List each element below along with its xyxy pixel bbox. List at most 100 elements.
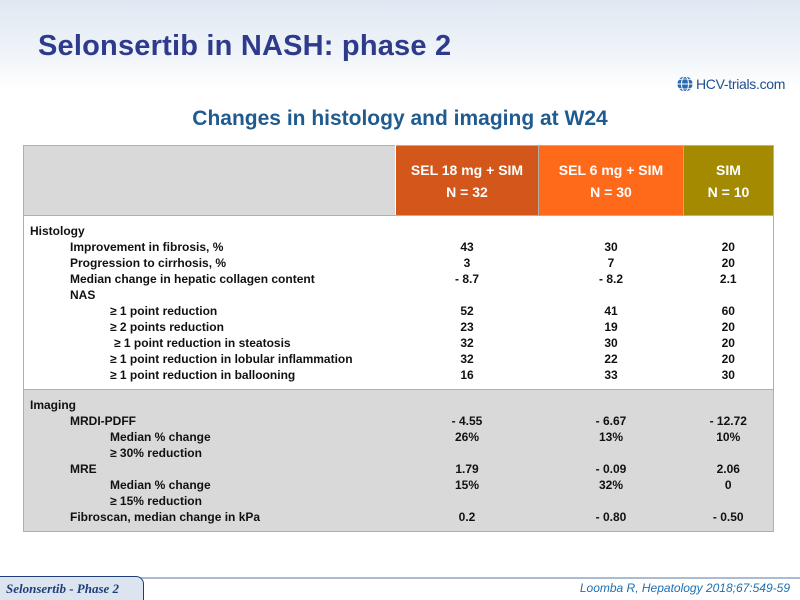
row-label: ≥ 2 points reduction: [110, 320, 224, 334]
cell-value: - 12.72: [709, 414, 747, 428]
cell-value: 43: [460, 240, 474, 254]
globe-icon: [677, 76, 693, 92]
row-label: Median % change: [110, 430, 211, 444]
cell-value: 30: [721, 368, 735, 382]
row-label: MRDI-PDFF: [70, 414, 136, 428]
cell-value: 60: [721, 304, 735, 318]
cell-value: [684, 445, 774, 461]
column-header-sel6: SEL 6 mg + SIM N = 30: [538, 145, 684, 216]
results-table: SEL 18 mg + SIM N = 32 SEL 6 mg + SIM N …: [23, 145, 774, 532]
cell-value: 3: [463, 256, 471, 270]
histology-labels: Histology Improvement in fibrosis, % Pro…: [23, 215, 396, 390]
column-header-sel6-line1: SEL 6 mg + SIM: [558, 161, 664, 178]
cell-value: [539, 287, 684, 303]
cell-value: - 8.2: [598, 272, 623, 286]
cell-value: - 6.67: [595, 414, 627, 428]
histology-section: Histology Improvement in fibrosis, % Pro…: [23, 215, 774, 390]
row-label: ≥ 1 point reduction in lobular inflammat…: [110, 352, 353, 366]
cell-value: 16: [460, 368, 474, 382]
slide-subtitle: Changes in histology and imaging at W24: [192, 107, 608, 130]
row-label: ≥ 15% reduction: [110, 494, 202, 508]
cell-value: 2.06: [716, 462, 740, 476]
logo-text: HCV-trials.com: [696, 76, 786, 92]
cell-value: 0: [724, 478, 732, 492]
column-header-sel18: SEL 18 mg + SIM N = 32: [395, 145, 539, 216]
cell-value: 41: [604, 304, 618, 318]
cell-value: 7: [607, 256, 615, 270]
reference-citation: Loomba R, Hepatology 2018;67:549-59: [579, 581, 790, 595]
cell-value: 32: [460, 336, 474, 350]
footer-tag: Selonsertib - Phase 2: [0, 576, 144, 600]
cell-value: 23: [460, 320, 474, 334]
row-label: Fibroscan, median change in kPa: [70, 510, 261, 524]
cell-value: 20: [721, 352, 735, 366]
cell-value: 10%: [716, 430, 741, 444]
cell-value: 26%: [454, 430, 480, 444]
row-label: Progression to cirrhosis, %: [70, 256, 227, 270]
cell-value: 52: [460, 304, 474, 318]
cell-value: [396, 223, 539, 239]
cell-value: 22: [604, 352, 618, 366]
cell-value: [539, 445, 684, 461]
slide-title: Selonsertib in NASH: phase 2: [38, 30, 452, 62]
cell-value: 19: [604, 320, 618, 334]
cell-value: 13%: [598, 430, 624, 444]
header-blank-cell: [23, 145, 396, 216]
row-label: ≥ 30% reduction: [110, 446, 202, 460]
row-label: ≥ 1 point reduction in steatosis: [114, 336, 291, 350]
cell-value: [396, 397, 539, 413]
cell-value: [539, 223, 684, 239]
row-label: Median % change: [110, 478, 211, 492]
cell-value: 15%: [454, 478, 480, 492]
cell-value: - 0.80: [595, 510, 627, 524]
cell-value: 20: [721, 256, 735, 270]
row-label: MRE: [70, 462, 97, 476]
cell-value: [684, 223, 774, 239]
row-label: Improvement in fibrosis, %: [70, 240, 224, 254]
row-label: NAS: [70, 288, 96, 302]
footer-tag-text: Selonsertib - Phase 2: [6, 581, 120, 596]
cell-value: 20: [721, 336, 735, 350]
row-label: Histology: [30, 224, 85, 238]
cell-value: 1.79: [455, 462, 479, 476]
column-header-sel18-line2: N = 32: [446, 183, 488, 200]
cell-value: [684, 493, 774, 509]
cell-value: 20: [721, 240, 735, 254]
column-header-sel6-line2: N = 30: [590, 183, 632, 200]
cell-value: 33: [604, 368, 618, 382]
table-header-row: SEL 18 mg + SIM N = 32 SEL 6 mg + SIM N …: [23, 145, 774, 216]
hcv-trials-logo: HCV-trials.com: [676, 74, 785, 94]
cell-value: [684, 397, 774, 413]
cell-value: 32%: [598, 478, 624, 492]
cell-value: - 8.7: [454, 272, 479, 286]
column-header-sel18-line1: SEL 18 mg + SIM: [410, 161, 524, 178]
header-background: [0, 0, 800, 90]
cell-value: 0.2: [458, 510, 476, 524]
column-header-sim: SIM N = 10: [683, 145, 774, 216]
cell-value: [539, 493, 684, 509]
column-header-sim-line2: N = 10: [707, 183, 750, 200]
imaging-section: Imaging MRDI-PDFF Median % change ≥ 30% …: [23, 389, 774, 532]
cell-value: - 0.50: [712, 510, 744, 524]
imaging-sim-values: - 12.72 10% 2.06 0 - 0.50: [683, 389, 774, 532]
column-header-sim-line1: SIM: [716, 161, 741, 178]
cell-value: [396, 445, 539, 461]
imaging-labels: Imaging MRDI-PDFF Median % change ≥ 30% …: [23, 389, 396, 532]
cell-value: 32: [460, 352, 474, 366]
cell-value: - 4.55: [451, 414, 483, 428]
cell-value: 20: [721, 320, 735, 334]
cell-value: 2.1: [719, 272, 737, 286]
cell-value: - 0.09: [595, 462, 627, 476]
cell-value: 30: [604, 336, 618, 350]
cell-value: [684, 287, 774, 303]
histology-sel6-values: 30 7 - 8.2 41 19 30 22 33: [538, 215, 684, 390]
cell-value: 30: [604, 240, 618, 254]
imaging-sel18-values: - 4.55 26% 1.79 15% 0.2: [395, 389, 539, 532]
cell-value: [539, 397, 684, 413]
row-label: ≥ 1 point reduction in ballooning: [110, 368, 296, 382]
histology-sel18-values: 43 3 - 8.7 52 23 32 32 16: [395, 215, 539, 390]
histology-sim-values: 20 20 2.1 60 20 20 20 30: [683, 215, 774, 390]
row-label: Imaging: [30, 398, 77, 412]
cell-value: [396, 287, 539, 303]
row-label: Median change in hepatic collagen conten…: [70, 272, 315, 286]
